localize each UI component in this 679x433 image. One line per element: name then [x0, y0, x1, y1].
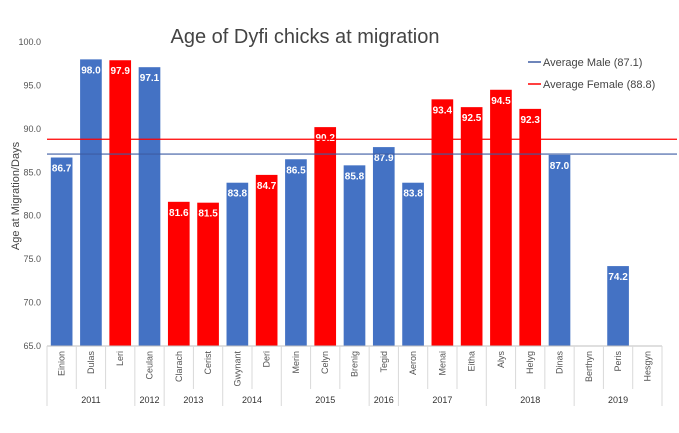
x-tick-label: Dinas	[555, 351, 565, 375]
data-label: 81.5	[198, 209, 218, 220]
year-label: 2012	[139, 395, 159, 405]
data-label: 85.8	[345, 171, 365, 182]
x-tick-label: Einion	[57, 351, 67, 376]
x-tick-label: Celyn	[320, 351, 330, 374]
bar	[343, 165, 366, 346]
x-tick-label: Peris	[613, 351, 623, 372]
y-tick-label: 95.0	[23, 80, 41, 90]
x-tick-label: Aeron	[408, 351, 418, 375]
x-tick-label: Ceulan	[145, 351, 155, 380]
x-tick-label: Eitha	[467, 351, 477, 372]
data-label: 92.3	[520, 115, 540, 126]
x-tick-label: Berthyn	[584, 351, 594, 382]
data-label: 83.8	[403, 189, 423, 200]
x-tick-label: Deri	[262, 351, 272, 368]
y-tick-label: 80.0	[23, 211, 41, 221]
reference-lines	[47, 138, 677, 155]
bar	[167, 201, 190, 346]
x-tick-label: Clarach	[174, 351, 184, 382]
x-tick-label: Hesgyn	[642, 351, 652, 382]
data-label: 98.0	[81, 65, 101, 76]
y-tick-label: 100.0	[18, 37, 41, 47]
data-label: 86.5	[286, 165, 306, 176]
y-axis-ticks: 65.0 70.0 75.0 80.0 85.0 90.0 95.0 100.0	[18, 37, 41, 351]
y-tick-label: 85.0	[23, 167, 41, 177]
y-tick-label: 70.0	[23, 298, 41, 308]
year-label: 2018	[520, 395, 540, 405]
bar	[460, 107, 483, 347]
x-tick-label: Leri	[115, 351, 125, 366]
bar	[138, 67, 161, 346]
bar	[50, 157, 73, 346]
y-axis-label: Age at Migration/Days	[10, 141, 22, 250]
data-label: 92.5	[462, 113, 482, 124]
bar	[490, 89, 512, 347]
data-label: 93.4	[433, 105, 453, 116]
year-label: 2016	[374, 395, 394, 405]
x-tick-label: Helyg	[525, 351, 535, 374]
x-tick-label: Brenig	[350, 351, 360, 377]
bar	[372, 147, 395, 346]
data-label: 90.2	[315, 133, 335, 144]
bars: 86.7 98.0 97.9 97.1 81.6 81.5 83.8 84.7 86.5 90.2…	[50, 59, 629, 347]
legend-label: Average Female (88.8)	[543, 79, 655, 91]
y-tick-label: 75.0	[23, 254, 41, 264]
year-label: 2013	[183, 395, 203, 405]
x-tick-label: Menai	[437, 351, 447, 376]
bar	[607, 266, 629, 346]
x-axis: Einion Dulas Leri Ceulan Clarach Cerist Gwynan…	[46, 345, 663, 406]
bar	[109, 60, 132, 347]
legend: Average Male (87.1) Average Female (88.8)	[528, 57, 655, 91]
bar	[314, 127, 337, 347]
year-label: 2019	[608, 395, 628, 405]
data-label: 81.6	[169, 208, 189, 219]
data-label: 84.7	[257, 181, 277, 192]
year-label: 2011	[81, 395, 100, 405]
x-tick-label: Cerist	[203, 351, 213, 375]
bar	[285, 159, 307, 346]
chart-title: Age of Dyfi chicks at migration	[171, 26, 440, 48]
x-tick-label: Gwynant	[232, 351, 242, 387]
data-label: 74.2	[608, 272, 628, 283]
x-tick-label: Tegid	[379, 351, 389, 373]
x-tick-label: Dulas	[86, 351, 96, 375]
bar	[80, 59, 102, 346]
year-label: 2017	[432, 395, 452, 405]
x-tick-label: Merin	[291, 351, 301, 374]
bar	[197, 202, 219, 346]
x-tick-label: Alys	[496, 351, 506, 369]
bar	[519, 108, 542, 346]
legend-label: Average Male (87.1)	[543, 57, 642, 69]
data-label: 86.7	[52, 164, 72, 175]
bar	[548, 154, 571, 346]
data-label: 87.0	[550, 161, 570, 172]
data-label: 83.8	[228, 189, 248, 200]
data-label: 87.9	[374, 153, 394, 164]
data-label: 97.9	[110, 66, 130, 77]
bar	[226, 182, 249, 346]
bar	[255, 174, 278, 346]
year-label: 2015	[315, 395, 335, 405]
bar	[431, 99, 454, 346]
year-label: 2014	[242, 395, 262, 405]
bar	[402, 182, 424, 346]
y-tick-label: 90.0	[23, 124, 41, 134]
y-tick-label: 65.0	[23, 341, 41, 351]
data-label: 94.5	[491, 96, 511, 107]
data-label: 97.1	[140, 73, 160, 84]
